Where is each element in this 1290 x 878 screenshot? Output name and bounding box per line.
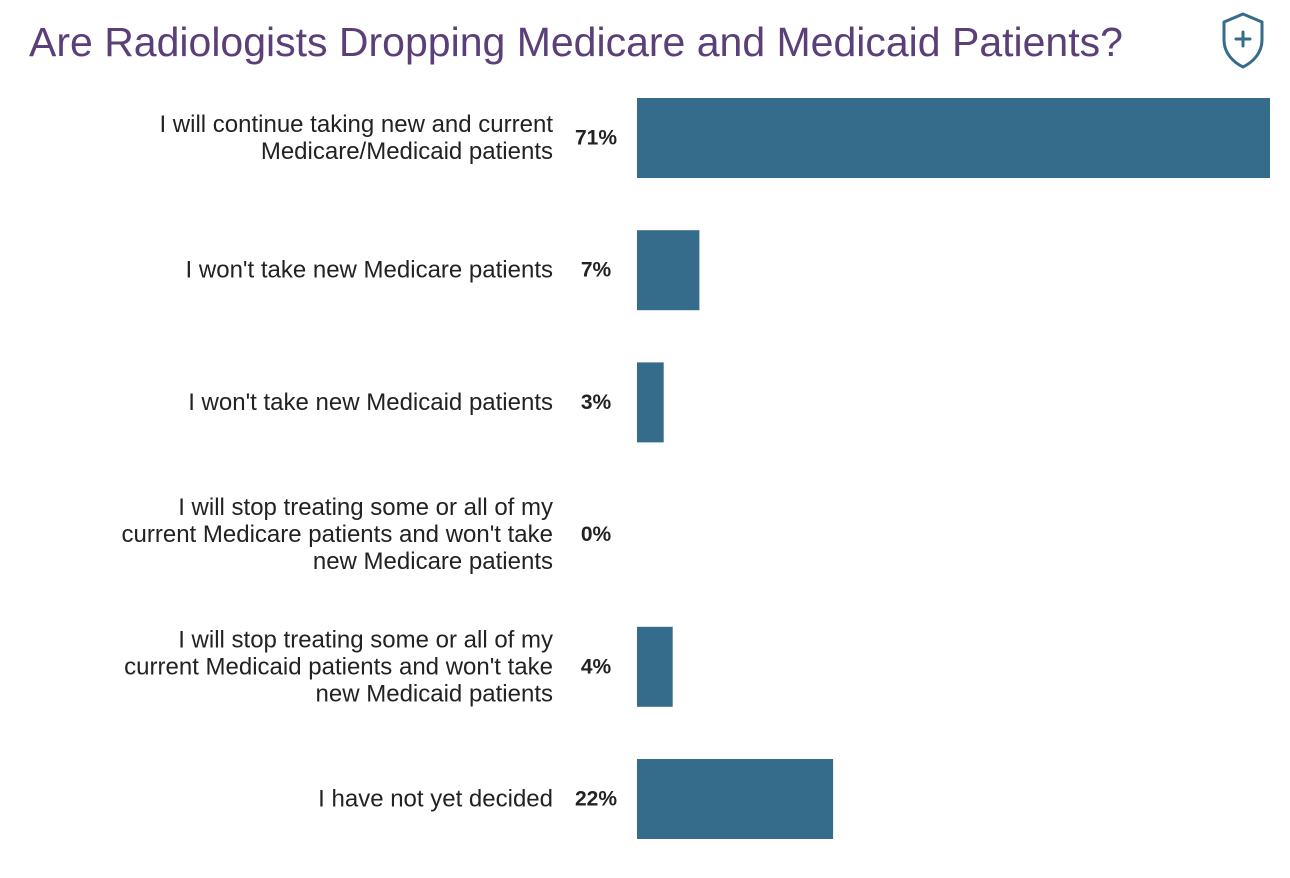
category-label-1: I will continue taking new and current Me… <box>159 111 553 165</box>
value-label-2: 7% <box>581 259 612 282</box>
category-label-line: I have not yet decided <box>318 786 553 813</box>
category-label-line: I will stop treating some or all of my <box>178 494 553 521</box>
bar-3 <box>637 362 664 443</box>
category-label-6: I have not yet decided <box>318 786 553 813</box>
category-label-3: I won't take new Medicaid patients <box>188 389 553 416</box>
value-label-5: 4% <box>581 655 612 678</box>
bar-2 <box>637 230 700 311</box>
value-label-4: 0% <box>581 523 612 546</box>
shield-plus-icon <box>1222 12 1264 69</box>
bar-6 <box>637 759 834 839</box>
category-label-line: I will stop treating some or all of my <box>178 626 553 653</box>
category-label-5: I will stop treating some or all of my cu… <box>124 626 553 707</box>
chart-title: Are Radiologists Dropping Medicare and M… <box>29 19 1123 65</box>
category-label-line: new Medicaid patients <box>316 680 553 707</box>
category-label-line: current Medicare patients and won't take <box>122 521 553 548</box>
category-label-line: I won't take new Medicaid patients <box>188 389 553 416</box>
value-label-1: 71% <box>575 127 617 150</box>
category-label-line: current Medicaid patients and won't take <box>124 653 553 680</box>
category-label-line: new Medicare patients <box>313 548 553 575</box>
value-label-3: 3% <box>581 391 612 414</box>
bar-5 <box>637 626 673 707</box>
value-label-6: 22% <box>575 788 617 811</box>
category-label-4: I will stop treating some or all of my cu… <box>122 494 553 575</box>
category-label-line: I will continue taking new and current <box>159 111 553 138</box>
category-label-line: I won't take new Medicare patients <box>186 257 553 284</box>
category-label-line: Medicare/Medicaid patients <box>261 138 553 165</box>
category-label-2: I won't take new Medicare patients <box>186 257 553 284</box>
bar-1 <box>637 98 1270 178</box>
